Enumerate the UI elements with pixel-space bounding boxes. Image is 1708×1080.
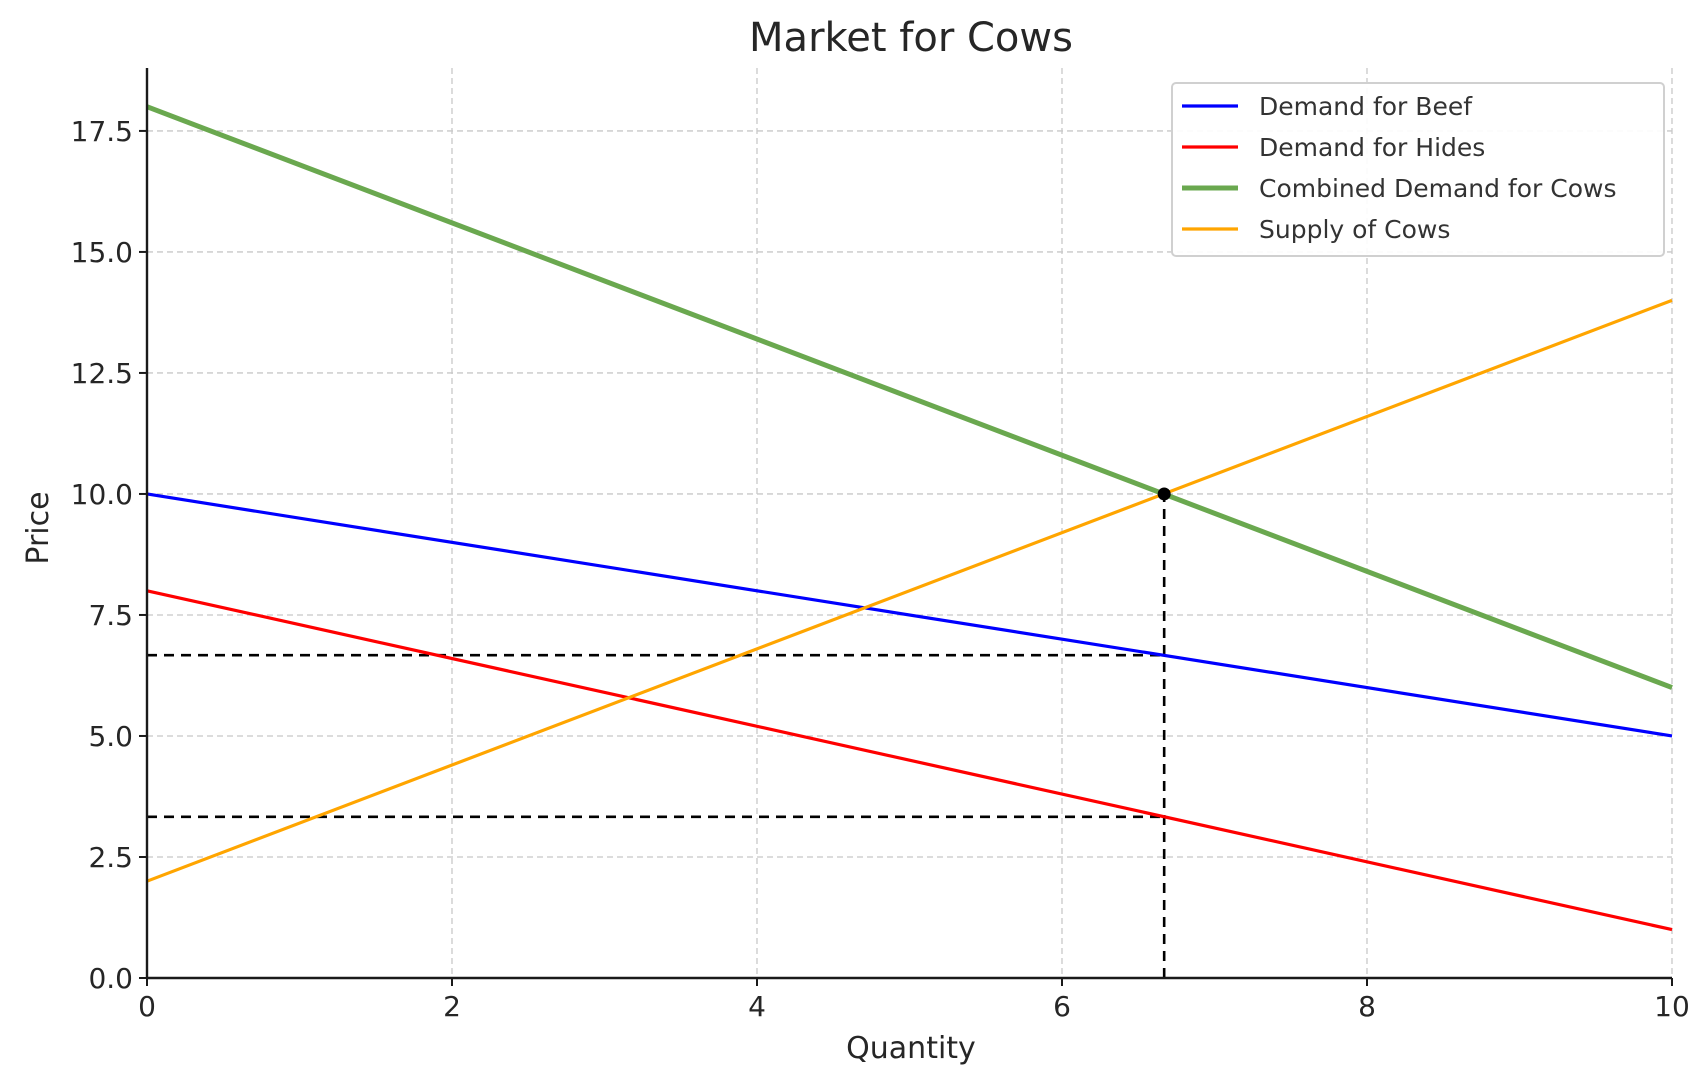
series-line-1 <box>146 492 1673 738</box>
legend-frame <box>1171 82 1665 257</box>
legend-label-2: Demand for Hides <box>1259 133 1485 162</box>
y-tick-label: 10.0 <box>71 478 133 511</box>
x-tick-label: 0 <box>138 990 156 1023</box>
y-tick-label: 7.5 <box>88 599 133 632</box>
x-tick-label: 10 <box>1654 990 1690 1023</box>
legend-label-3: Combined Demand for Cows <box>1259 174 1616 203</box>
y-tick-label: 15.0 <box>71 236 133 269</box>
x-tick-label: 2 <box>443 990 461 1023</box>
series-line-2 <box>146 589 1673 932</box>
equilibrium-point <box>1157 487 1171 501</box>
series-line-3 <box>146 104 1673 690</box>
reference-lines <box>147 493 1166 978</box>
legend-label-1: Demand for Beef <box>1259 92 1473 121</box>
points <box>1157 487 1171 501</box>
legend-items: Demand for Beef Demand for Hides Combined … <box>1182 92 1616 244</box>
x-axis-label: Quantity <box>846 1031 976 1066</box>
x-tick-label: 4 <box>748 990 766 1023</box>
y-tick-label: 5.0 <box>88 720 133 753</box>
legend: Demand for Beef Demand for Hides Combined … <box>1171 82 1665 257</box>
series-lines <box>146 104 1673 932</box>
tick-labels: 0 2 4 6 8 10 0.0 2.5 5.0 7.5 10.0 12.5 15.0 17.5 <box>71 115 1690 1023</box>
x-tick-label: 8 <box>1358 990 1376 1023</box>
y-tick-label: 12.5 <box>71 357 133 390</box>
y-tick-label: 17.5 <box>71 115 133 148</box>
chart-title: Market for Cows <box>749 15 1073 61</box>
axes <box>139 68 1673 986</box>
legend-label-4: Supply of Cows <box>1259 215 1450 244</box>
y-tick-label: 2.5 <box>88 841 133 874</box>
series-line-4 <box>146 298 1673 883</box>
y-axis-label: Price <box>21 491 56 564</box>
y-tick-label: 0.0 <box>88 962 133 995</box>
x-tick-label: 6 <box>1053 990 1071 1023</box>
